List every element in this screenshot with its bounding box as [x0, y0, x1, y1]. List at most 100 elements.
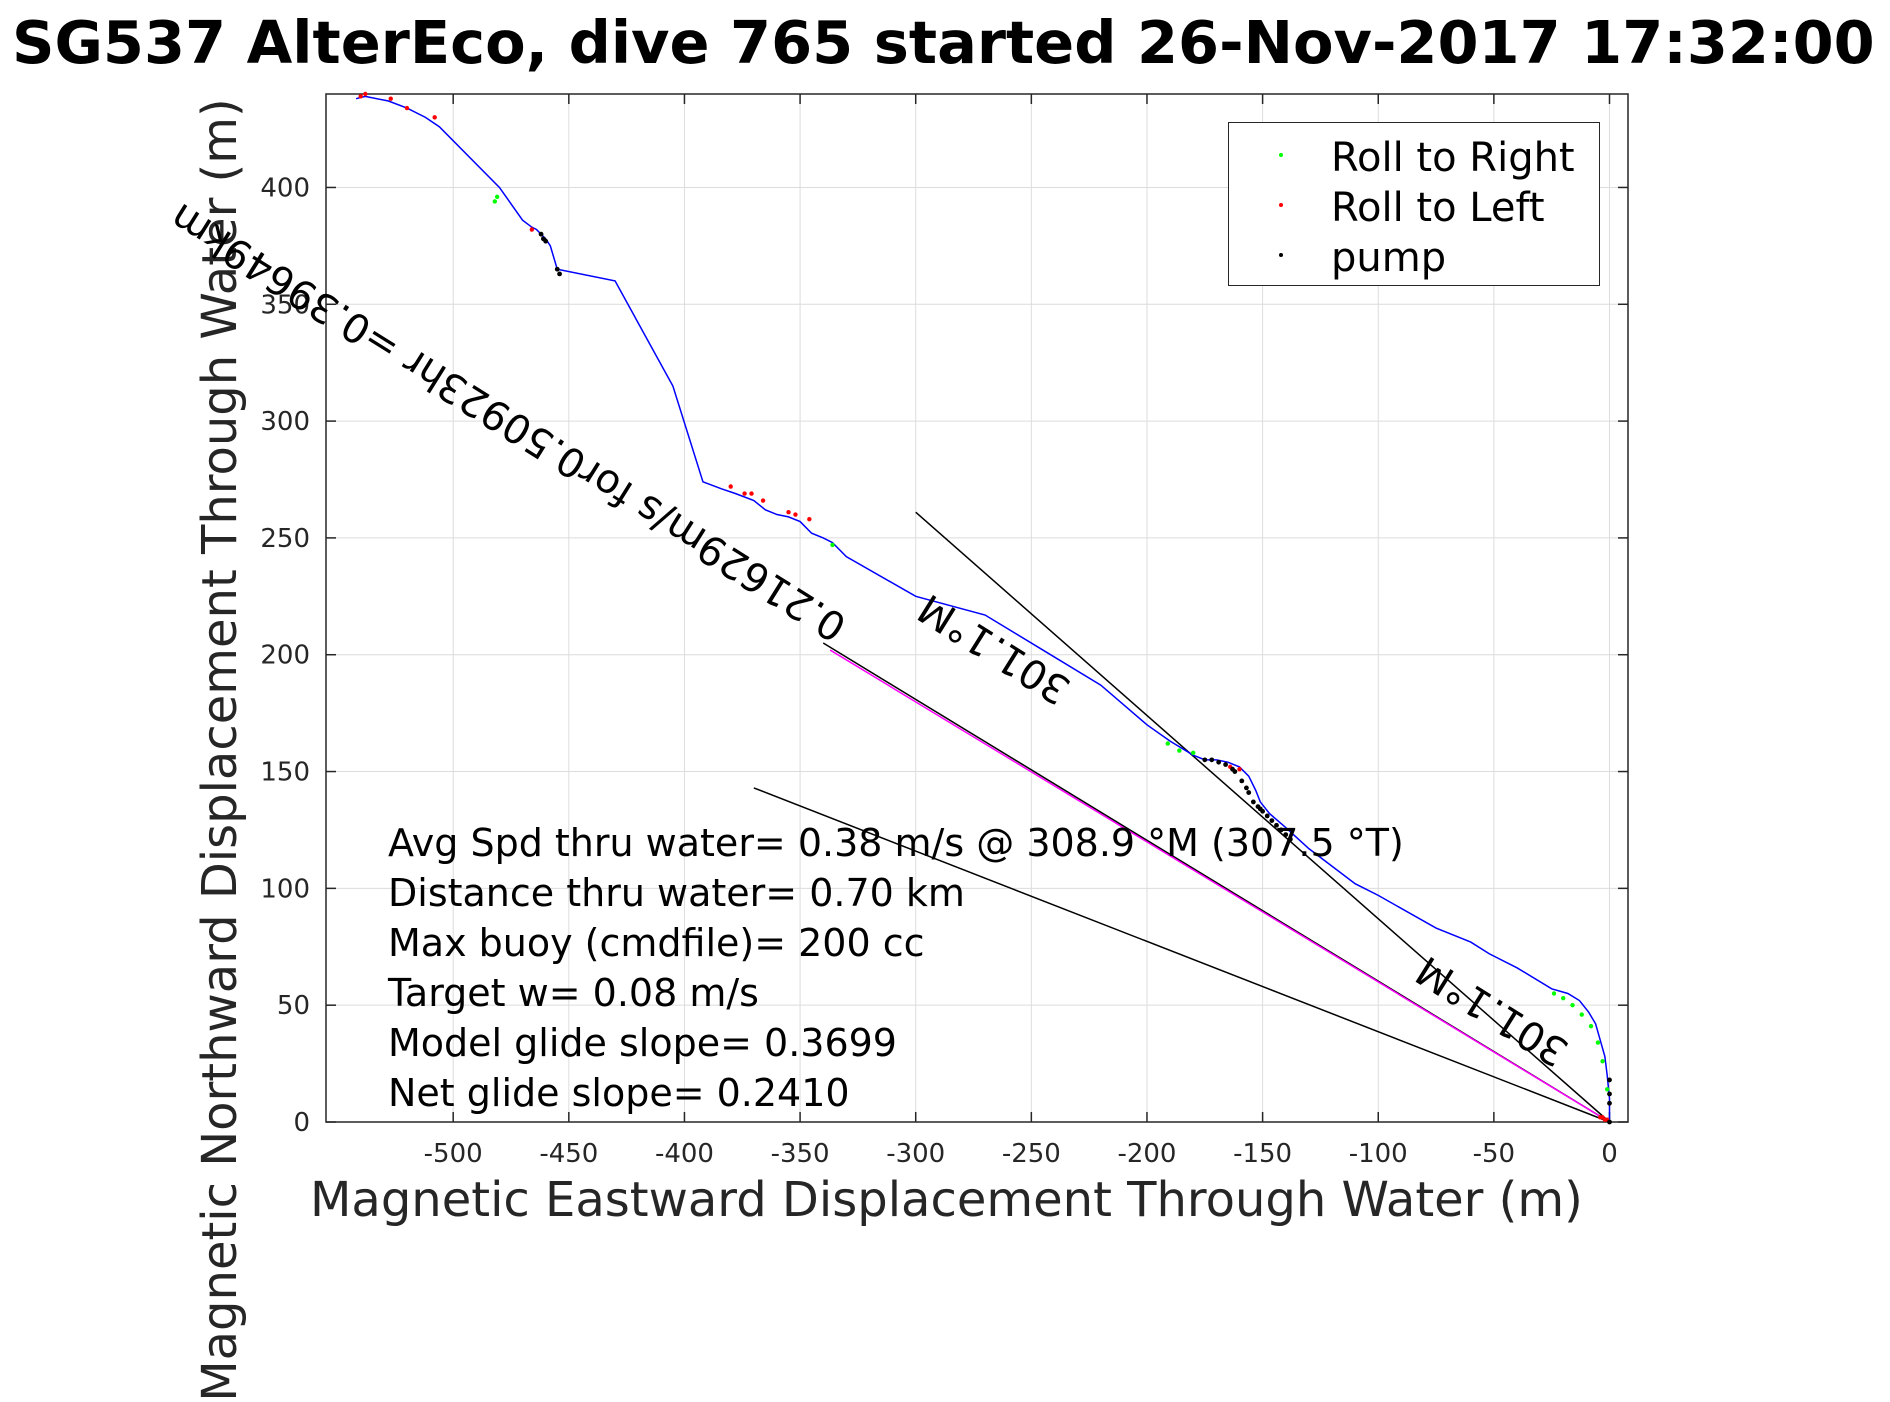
pump-point — [1230, 766, 1235, 772]
x-tick-label: -500 — [424, 1139, 483, 1169]
glide-lines — [753, 511, 1610, 1123]
stat-avg-speed: Avg Spd thru water= 0.38 m/s @ 308.9 °M … — [388, 821, 1404, 865]
stats-annotation: Avg Spd thru water= 0.38 m/s @ 308.9 °M … — [388, 818, 1404, 1118]
roll-left-point — [749, 491, 754, 496]
axes-frame — [325, 93, 1629, 1123]
axis-ticks: -500 -450 -400 -350 -300 -250 -200 -150 -100 -50 0… — [260, 94, 1628, 1169]
y-tick-label: 100 — [260, 874, 310, 904]
roll-left-point — [728, 484, 733, 489]
pump-point — [554, 266, 560, 272]
roll-right-point — [494, 194, 500, 199]
legend-marker-pump — [1279, 253, 1283, 257]
pump-point — [557, 271, 562, 277]
legend: Roll to Right Roll to Left pump — [1228, 122, 1600, 286]
roll-right-point — [1561, 995, 1566, 1001]
marker-series — [358, 91, 1612, 1125]
y-axis-label: Magnetic Northward Displacement Through … — [192, 98, 248, 1402]
stat-distance: Distance thru water= 0.70 km — [388, 871, 965, 915]
pump-point — [538, 231, 544, 237]
x-tick-label: -200 — [1117, 1139, 1176, 1169]
roll-left-point — [388, 96, 393, 101]
roll-right-point — [1588, 1024, 1594, 1029]
x-tick-label: -400 — [655, 1139, 714, 1169]
y-tick-label: 200 — [260, 641, 310, 671]
heading-line — [829, 649, 1610, 1123]
y-tick-label: 300 — [260, 407, 310, 437]
pump-point — [1216, 759, 1222, 765]
pump-point — [1274, 822, 1279, 828]
y-tick-label: 0 — [293, 1108, 310, 1138]
roll-left-point — [404, 105, 410, 111]
y-tick-label: 250 — [260, 524, 310, 554]
pump-point — [1257, 806, 1263, 812]
roll-right-point — [830, 542, 835, 548]
roll-left-point — [529, 227, 535, 232]
roll-right-point — [1570, 1002, 1575, 1008]
roll-left-point — [432, 115, 437, 120]
legend-marker-roll-left — [1279, 203, 1283, 207]
roll-left-point — [358, 94, 363, 99]
legend-marker-roll-right — [1279, 153, 1283, 157]
legend-label-pump: pump — [1331, 235, 1447, 281]
roll-right-point — [492, 199, 498, 204]
x-tick-label: -450 — [539, 1139, 598, 1169]
stat-max-buoy: Max buoy (cmdfile)= 200 cc — [388, 921, 925, 965]
pump-point — [1287, 836, 1293, 842]
legend-item-roll-left: Roll to Left — [1229, 181, 1599, 231]
roll-left-point — [1598, 1115, 1603, 1120]
model-glide-line — [915, 511, 1610, 1123]
legend-item-roll-right: Roll to Right — [1229, 131, 1599, 181]
stat-net-glide: Net glide slope= 0.2410 — [388, 1071, 850, 1115]
x-tick-label: -50 — [1473, 1139, 1515, 1169]
roll-right-point — [1551, 991, 1557, 996]
pump-point — [1239, 778, 1245, 784]
pump-point — [1607, 1077, 1612, 1083]
net-glide-line — [753, 787, 1610, 1123]
x-tick-label: -100 — [1349, 1139, 1408, 1169]
roll-left-point — [760, 498, 766, 503]
y-tick-label: 350 — [260, 290, 310, 320]
roll-right-point — [1600, 1059, 1605, 1064]
legend-label-roll-right: Roll to Right — [1331, 135, 1575, 181]
legend-label-roll-left: Roll to Left — [1331, 185, 1545, 231]
roll-right-point — [1177, 748, 1182, 753]
roll-right-point — [1579, 1012, 1584, 1017]
y-tick-label: 150 — [260, 758, 310, 788]
pump-point — [1283, 832, 1289, 838]
legend-item-pump: pump — [1229, 231, 1599, 281]
pump-point — [1269, 818, 1275, 824]
pump-point — [1244, 785, 1249, 791]
roll-left-point — [786, 510, 791, 515]
roll-right-point — [1191, 750, 1196, 756]
pump-point — [1278, 827, 1284, 833]
roll-right-point — [1604, 1087, 1610, 1092]
roll-left-point — [742, 491, 747, 496]
x-axis-label: Magnetic Eastward Displacement Through W… — [310, 1172, 1583, 1228]
pump-point — [1264, 813, 1270, 819]
pump-point — [1223, 762, 1229, 767]
x-tick-label: -300 — [886, 1139, 945, 1169]
roll-right-point — [1595, 1040, 1601, 1045]
x-tick-label: -350 — [771, 1139, 830, 1169]
pump-point — [1607, 1100, 1612, 1106]
pump-point — [1607, 1091, 1612, 1097]
pump-point — [1202, 757, 1208, 763]
pump-point — [543, 238, 549, 244]
x-tick-label: 0 — [1601, 1139, 1618, 1169]
roll-left-point — [793, 512, 798, 517]
roll-left-point — [807, 517, 812, 522]
pump-point — [1209, 757, 1215, 763]
pump-point — [1250, 799, 1256, 805]
roll-left-point — [1237, 767, 1242, 772]
y-tick-label: 50 — [277, 991, 310, 1021]
roll-right-point — [1165, 741, 1170, 746]
chart-title: SG537 AlterEco, dive 765 started 26-Nov-… — [12, 8, 1875, 77]
pump-point — [1246, 790, 1252, 795]
stat-model-glide: Model glide slope= 0.3699 — [388, 1021, 897, 1065]
stat-target-w: Target w= 0.08 m/s — [388, 971, 759, 1015]
pump-point — [1607, 1119, 1612, 1125]
roll-left-point — [363, 91, 368, 97]
y-tick-label: 400 — [260, 173, 310, 203]
x-tick-label: -150 — [1233, 1139, 1292, 1169]
x-tick-label: -250 — [1002, 1139, 1061, 1169]
